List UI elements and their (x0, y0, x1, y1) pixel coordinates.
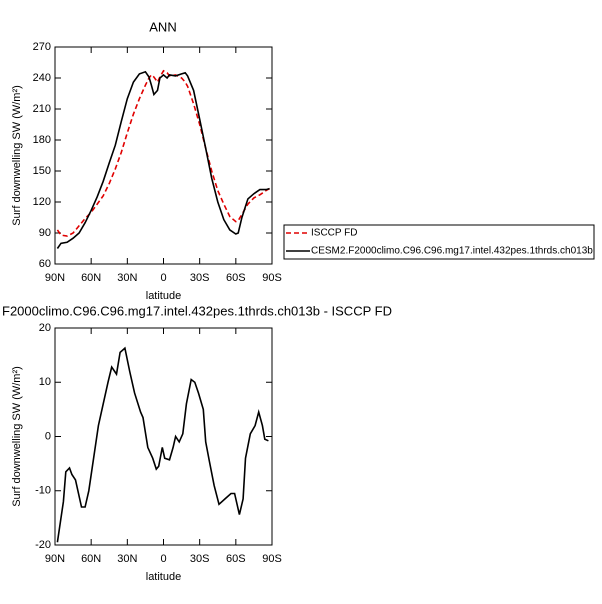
y-tick-label: 0 (45, 430, 51, 442)
x-tick-label: 90N (45, 272, 65, 284)
chart-title: ANN (149, 19, 176, 34)
x-tick-label: 60S (226, 272, 246, 284)
x-tick-label: 60N (81, 272, 101, 284)
series-line (56, 70, 270, 249)
y-tick-label: 150 (33, 165, 51, 177)
y-tick-label: 60 (39, 258, 51, 270)
x-tick-label: 90S (262, 272, 282, 284)
series-line (56, 346, 269, 543)
y-tick-label: 120 (33, 196, 51, 208)
x-tick-label: 60S (226, 553, 246, 565)
x-tick-label: 30S (190, 272, 210, 284)
y-axis-label: Surf downwelling SW (W/m²) (11, 85, 23, 226)
legend-box (283, 224, 595, 260)
series-line (56, 69, 270, 237)
x-tick-label: 0 (160, 272, 166, 284)
y-axis-label: Surf downwelling SW (W/m²) (11, 366, 23, 507)
x-axis-label: latitude (146, 290, 181, 302)
x-tick-label: 30N (117, 553, 137, 565)
x-tick-label: 0 (160, 553, 166, 565)
y-tick-label: -10 (35, 485, 51, 497)
legend-label: ISCCP FD (311, 228, 358, 239)
chart-title: F2000climo.C96.C96.mg17.intel.432pes.1th… (2, 303, 392, 318)
y-tick-label: 210 (33, 103, 51, 115)
x-tick-label: 30N (117, 272, 137, 284)
x-axis-label: latitude (146, 571, 181, 583)
legend-label: CESM2.F2000climo.C96.C96.mg17.intel.432p… (311, 246, 593, 257)
y-tick-label: 240 (33, 72, 51, 84)
x-tick-label: 30S (190, 553, 210, 565)
plot-frame (54, 327, 273, 546)
x-tick-label: 60N (81, 553, 101, 565)
y-tick-label: 10 (39, 376, 51, 388)
y-tick-label: -20 (35, 539, 51, 551)
x-tick-label: 90N (45, 553, 65, 565)
y-tick-label: 90 (39, 227, 51, 239)
y-tick-label: 270 (33, 41, 51, 53)
y-tick-label: 20 (39, 322, 51, 334)
y-tick-label: 180 (33, 134, 51, 146)
plot-frame (54, 46, 273, 265)
x-tick-label: 90S (262, 553, 282, 565)
